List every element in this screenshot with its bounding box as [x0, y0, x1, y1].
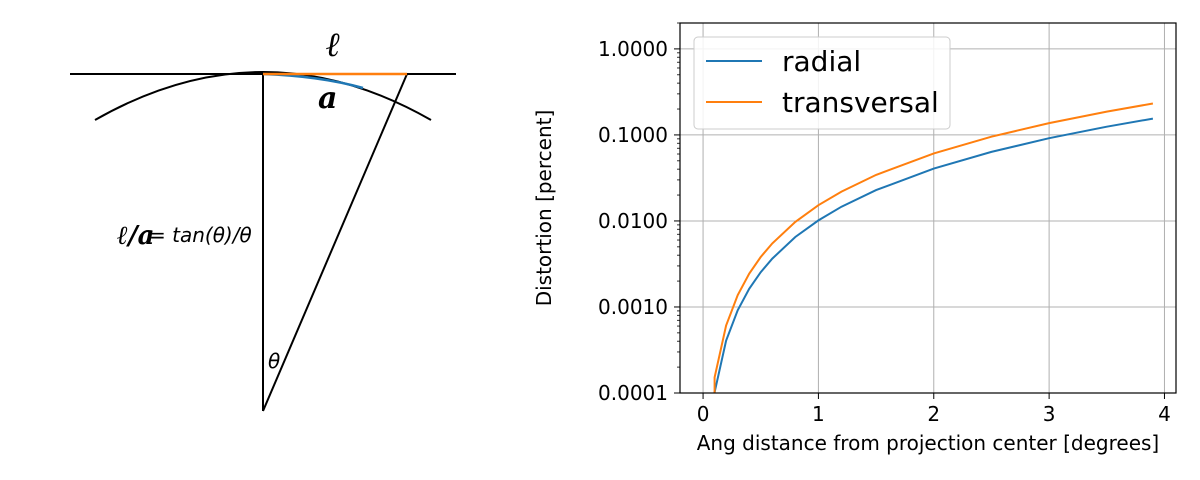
- formula-text: = tan(θ)/θ: [149, 223, 252, 247]
- y-tick-label: 1.0000: [598, 37, 668, 61]
- legend: radial transversal: [693, 36, 951, 130]
- y-axis-ticks: 0.0001 0.0010 0.0100 0.1000 1.0000: [598, 37, 680, 405]
- legend-label-transversal: transversal: [782, 86, 939, 119]
- x-axis-ticks: 0 1 2 3 4: [697, 393, 1171, 426]
- series-line-transversal: [713, 102, 1154, 393]
- ratio-label: ℓ/a: [117, 221, 154, 251]
- slant-radius: [262, 73, 408, 412]
- x-tick-label: 3: [1043, 402, 1056, 426]
- legend-label-radial: radial: [782, 45, 861, 78]
- geometry-diagram: ℓ a ℓ/a = tan(θ)/θ θ: [70, 25, 456, 412]
- series-line-radial: [713, 117, 1154, 393]
- label-l: ℓ: [326, 25, 341, 65]
- label-a: a: [318, 81, 337, 116]
- y-tick-label: 0.0100: [598, 209, 668, 233]
- x-tick-label: 4: [1158, 402, 1171, 426]
- x-axis-label: Ang distance from projection center [deg…: [697, 431, 1159, 455]
- y-axis-label: Distortion [percent]: [532, 110, 556, 307]
- y-tick-label: 0.0010: [598, 295, 668, 319]
- theta-label: θ: [268, 349, 280, 373]
- x-tick-label: 1: [812, 402, 825, 426]
- y-tick-label: 0.0001: [598, 381, 668, 405]
- x-tick-label: 0: [697, 402, 710, 426]
- x-tick-label: 2: [927, 402, 940, 426]
- series-lines: [713, 102, 1154, 393]
- chart: 0 1 2 3 4 0.0001 0.0010 0.0100 0.1000 1.0000 Ang…: [532, 22, 1177, 455]
- y-tick-label: 0.1000: [598, 123, 668, 147]
- plot-frame: [679, 22, 1177, 394]
- circle-arc: [94, 71, 432, 121]
